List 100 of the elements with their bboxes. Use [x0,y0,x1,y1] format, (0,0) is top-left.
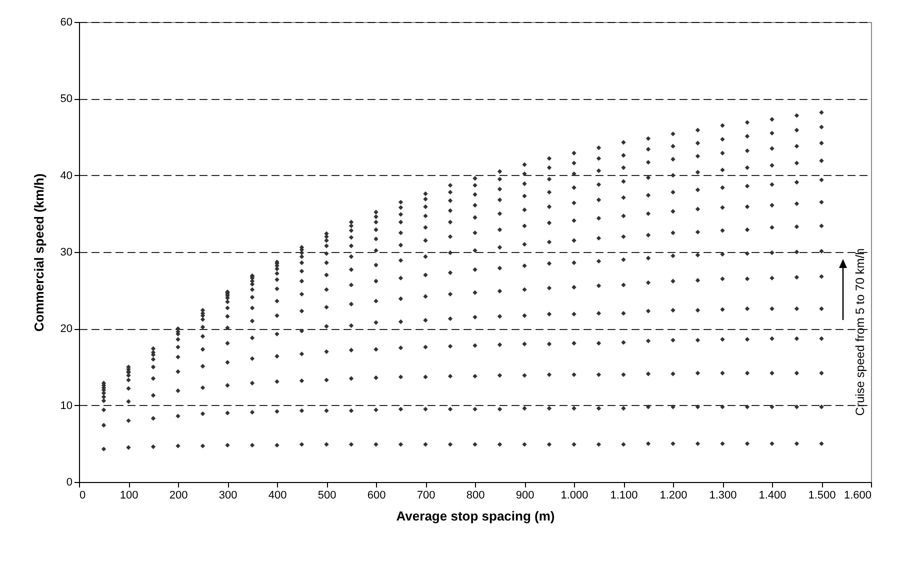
point [646,280,651,286]
point [596,145,602,150]
point [596,372,602,378]
point [572,260,576,266]
point [621,310,626,316]
point [819,178,824,182]
point [324,304,329,310]
point [770,306,774,312]
point [299,254,304,259]
point [126,418,131,424]
point [250,318,255,324]
point [398,220,404,224]
point [695,252,700,258]
point [819,306,824,312]
point [621,442,626,447]
point [348,235,354,240]
point [770,276,774,280]
point [695,441,700,446]
annotation: Cruise speed from 5 to 70 km/h [853,248,867,416]
point [472,215,478,220]
point [621,372,626,378]
point [274,313,280,318]
point [695,206,700,212]
point [324,287,329,292]
x-tick-label: 1.500 [808,490,836,502]
point [348,254,354,259]
point [720,205,725,210]
point [299,260,304,266]
point [374,214,378,220]
point [646,211,651,216]
point [546,156,552,161]
point [596,406,602,411]
point [497,169,502,174]
point [596,198,602,202]
point [274,298,280,304]
point [794,128,800,132]
point [572,200,576,206]
x-tick-label: 800 [466,490,485,502]
point [225,314,230,319]
point [695,170,700,175]
point [250,336,255,340]
x-tick-label: 700 [416,490,436,502]
point [720,370,725,376]
point [720,123,725,128]
point [670,338,676,343]
point [200,364,206,369]
point [398,374,404,380]
point [546,165,552,170]
point [472,406,478,412]
x-tick-label: 1.600 [844,490,872,502]
point [770,225,774,230]
point [472,374,478,379]
point [448,406,453,412]
point [770,441,774,446]
point [621,195,626,200]
point [472,182,478,188]
y-tick-label: 40 [60,170,72,182]
point [497,211,502,216]
point [200,324,206,330]
point [348,282,354,288]
point [572,171,576,176]
point [744,134,750,139]
x-axis-title: Average stop spacing (m) [396,508,555,524]
point [299,442,304,447]
point [695,308,700,313]
point [522,224,527,228]
point [695,188,700,192]
point [423,204,428,210]
point [794,144,800,149]
y-axis-title: Commercial speed (km/h) [31,173,46,332]
point [250,306,255,310]
point [274,277,280,282]
point [448,270,453,276]
point [770,117,774,122]
point [670,209,676,214]
point [348,323,354,328]
point [398,442,404,447]
point [423,191,428,196]
point [522,406,527,411]
point [819,158,824,164]
point [448,220,453,224]
point [720,168,725,172]
point [423,374,428,380]
point [794,160,800,166]
point [646,160,651,165]
point [472,343,478,348]
point [794,250,800,254]
point [819,110,824,115]
point [794,370,800,376]
y-tick-label: 0 [66,476,72,488]
point [448,374,453,379]
point [200,347,206,352]
x-tick-label: 100 [120,490,138,502]
point [126,386,131,391]
x-tick-label: 1.200 [660,490,688,502]
point [522,373,527,378]
point [744,404,750,410]
point [522,242,527,247]
point [398,200,404,205]
point [398,242,404,248]
